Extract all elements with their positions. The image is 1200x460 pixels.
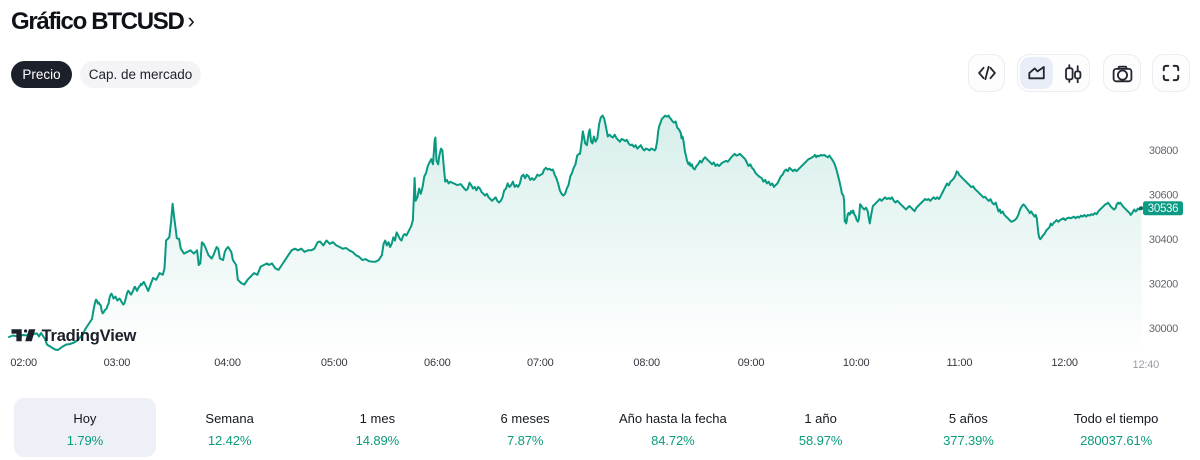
svg-text:03:00: 03:00 xyxy=(104,357,131,369)
svg-text:30800: 30800 xyxy=(1149,145,1178,157)
svg-text:04:00: 04:00 xyxy=(214,357,241,369)
svg-text:08:00: 08:00 xyxy=(633,357,660,369)
svg-text:06:00: 06:00 xyxy=(424,357,451,369)
svg-text:10:00: 10:00 xyxy=(843,357,870,369)
svg-text:30000: 30000 xyxy=(1149,323,1178,335)
svg-text:TradingView: TradingView xyxy=(42,327,137,345)
svg-text:30200: 30200 xyxy=(1149,279,1178,291)
svg-text:12:00: 12:00 xyxy=(1051,357,1078,369)
svg-text:07:00: 07:00 xyxy=(527,357,554,369)
svg-text:02:00: 02:00 xyxy=(10,357,37,369)
svg-text:30536: 30536 xyxy=(1148,203,1178,215)
svg-text:09:00: 09:00 xyxy=(738,357,765,369)
svg-text:30400: 30400 xyxy=(1149,234,1178,246)
svg-text:30600: 30600 xyxy=(1149,190,1178,202)
svg-text:11:00: 11:00 xyxy=(947,357,973,369)
svg-text:12:40: 12:40 xyxy=(1133,359,1160,371)
svg-text:05:00: 05:00 xyxy=(321,357,348,369)
